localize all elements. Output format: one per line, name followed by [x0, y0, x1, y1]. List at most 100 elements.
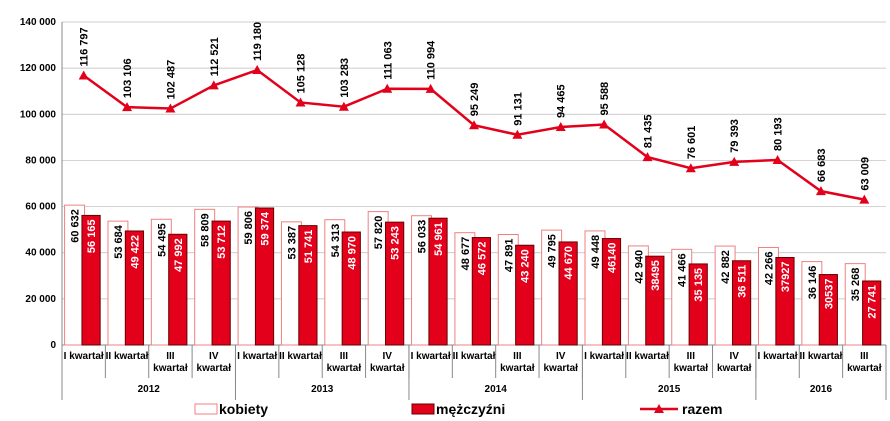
marker — [425, 83, 436, 93]
data-label: 103 283 — [339, 58, 351, 98]
marker — [338, 101, 349, 111]
x-tick-label: I kwartał — [584, 351, 625, 362]
data-label: 58 809 — [200, 213, 212, 247]
data-label: 95 588 — [599, 82, 611, 116]
bar — [124, 230, 145, 346]
data-label: 37927 — [780, 261, 792, 292]
data-label: 81 435 — [642, 114, 654, 148]
x-tick-label: IV kwartał — [370, 351, 405, 374]
x-tick-label: III kwartał — [847, 351, 882, 374]
y-tick-label: 60 000 — [25, 202, 56, 213]
data-label: 41 466 — [677, 253, 689, 287]
y-tick-label: 140 000 — [20, 17, 57, 28]
data-label: 103 106 — [122, 58, 134, 98]
marker — [252, 65, 263, 75]
marker — [685, 163, 696, 173]
group-label: 2015 — [658, 384, 681, 395]
y-tick-label: 80 000 — [25, 155, 56, 166]
data-label: 95 249 — [469, 83, 481, 117]
data-label: 38495 — [650, 260, 662, 291]
x-tick-label: III kwartał — [673, 351, 709, 374]
data-label: 111 063 — [382, 41, 394, 80]
data-label: 53 684 — [113, 224, 125, 259]
marker — [122, 102, 133, 112]
x-tick-label: II kwartał — [626, 351, 669, 362]
x-tick-label: II kwartał — [799, 351, 843, 362]
data-label: 46140 — [606, 243, 618, 274]
data-label: 27 741 — [867, 285, 879, 319]
legend-label: mężczyźni — [436, 401, 505, 417]
data-label: 54 313 — [330, 224, 342, 258]
data-label: 53 712 — [216, 225, 228, 259]
x-tick-label: I kwartał — [237, 351, 278, 362]
x-tick-label: I kwartał — [63, 351, 104, 362]
y-tick-label: 20 000 — [25, 294, 56, 305]
bar — [81, 214, 101, 346]
legend-swatch — [411, 403, 435, 415]
data-label: 60 632 — [70, 209, 82, 243]
data-label: 79 393 — [729, 119, 741, 153]
data-label: 53 243 — [390, 226, 402, 260]
legend-swatch — [654, 404, 664, 413]
data-label: 36 146 — [807, 266, 819, 300]
legend-label: kobiety — [219, 401, 268, 417]
data-label: 59 374 — [260, 211, 272, 246]
marker — [555, 122, 566, 132]
x-tick-label: IV kwartał — [196, 351, 231, 374]
data-label: 47 891 — [503, 239, 515, 273]
legend-label: razem — [682, 401, 722, 417]
bar — [775, 256, 795, 346]
data-label: 66 683 — [816, 148, 828, 182]
data-label: 44 670 — [563, 246, 575, 280]
x-tick-label: II kwartał — [279, 351, 322, 362]
bar — [168, 233, 188, 346]
data-label: 54 961 — [433, 222, 445, 256]
data-label: 112 521 — [209, 37, 221, 76]
bar — [601, 238, 622, 346]
bar — [341, 231, 361, 346]
data-label: 46 572 — [476, 242, 488, 276]
marker — [642, 152, 653, 162]
x-tick-label: III kwartał — [500, 351, 535, 374]
data-label: 53 387 — [286, 226, 298, 260]
data-label: 63 009 — [859, 157, 871, 191]
data-label: 54 495 — [156, 223, 168, 257]
group-label: 2016 — [810, 384, 833, 395]
data-label: 35 135 — [693, 268, 705, 302]
y-tick-label: 100 000 — [20, 109, 57, 120]
bar — [254, 207, 275, 346]
bar — [862, 280, 882, 346]
data-label: 42 882 — [720, 250, 732, 284]
data-label: 48 970 — [346, 236, 358, 270]
marker — [208, 80, 219, 90]
data-label: 47 992 — [173, 238, 185, 272]
data-label: 116 797 — [79, 27, 91, 66]
bar — [515, 244, 535, 346]
marker — [599, 119, 610, 129]
marker — [165, 103, 176, 113]
data-label: 119 180 — [252, 22, 264, 61]
data-label: 49 422 — [129, 235, 141, 269]
data-label: 102 487 — [165, 60, 177, 100]
data-label: 35 268 — [850, 268, 862, 302]
y-tick-label: 0 — [50, 340, 56, 351]
marker — [382, 83, 393, 93]
data-label: 43 240 — [520, 249, 532, 283]
x-tick-label: IV kwartał — [716, 351, 752, 374]
data-label: 49 448 — [590, 235, 602, 269]
data-label: 110 994 — [426, 40, 438, 80]
data-label: 42 266 — [763, 251, 775, 285]
x-tick-label: I kwartał — [410, 351, 451, 362]
marker — [772, 154, 783, 164]
bar — [298, 225, 318, 346]
marker — [512, 129, 523, 139]
bar — [471, 237, 491, 346]
data-label: 76 601 — [686, 126, 698, 160]
x-tick-label: III kwartał — [153, 351, 188, 374]
y-tick-label: 120 000 — [20, 63, 57, 74]
x-tick-label: I kwartał — [757, 351, 798, 362]
y-tick-label: 40 000 — [25, 248, 56, 259]
data-label: 80 193 — [773, 117, 785, 151]
